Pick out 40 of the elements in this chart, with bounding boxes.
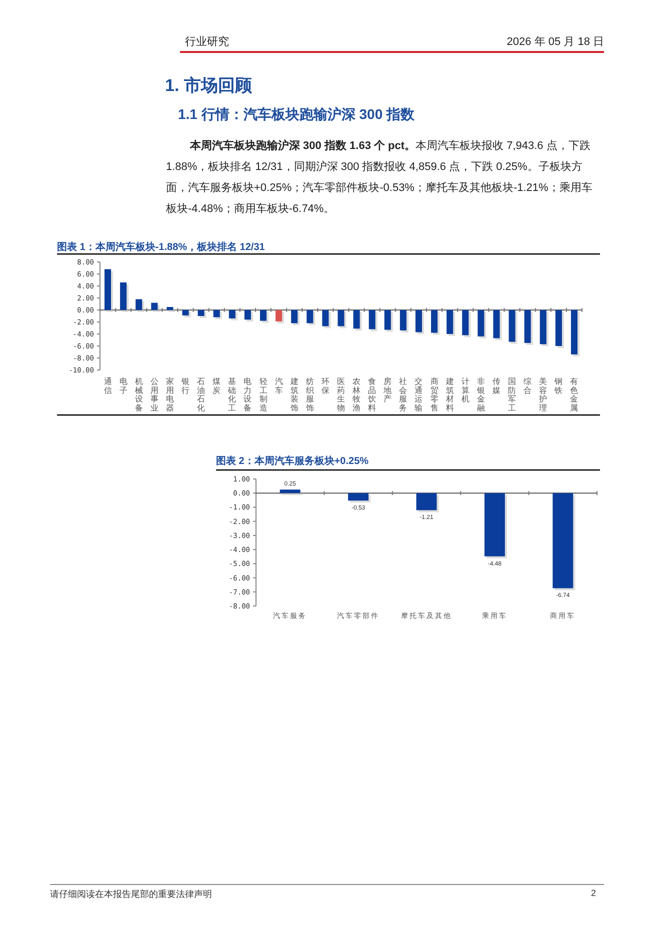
x-tick-label: 电力设备	[244, 377, 252, 412]
x-tick-label: 医药生物	[337, 377, 345, 412]
x-tick-label: 建筑装饰	[290, 377, 298, 412]
x-tick-label: 国防军工	[508, 377, 516, 412]
heading: 1. 市场回顾	[165, 75, 252, 97]
x-tick-label: 房地产	[384, 377, 392, 404]
x-tick-label: 社会服务	[399, 377, 408, 412]
x-tick-label: 非银金融	[476, 377, 485, 412]
x-tick-label: 石油石化	[197, 377, 206, 412]
page-number: 2	[590, 888, 596, 898]
paragraph: 本周汽车板块跑输沪深 300 指数 1.63 个 pct。本周汽车板块报收 7,943.6 点，下跌 1.88%，板块排名 12/31，同期沪深 300 指数报收 4,859.6 点，下跌 0.25%。子板块方面，汽车服务板块+0.25%；汽车零部件板块-0.53%；摩托车及其他板块-1.21%；乘用车板块-4.48%；商用车板块-6.74%。	[165, 138, 594, 217]
x-tick-label: 钢铁	[554, 377, 563, 395]
x-tick-label: 基础化工	[228, 377, 236, 412]
x-tick-label: 商贸零售	[430, 377, 438, 412]
chart-title: 图表 1：本周汽车板块-1.88%，板块排名 12/31	[57, 241, 266, 253]
x-tick-label: 传媒	[492, 377, 500, 395]
footer: 请仔细阅读在本报告尾部的重要法律声明	[50, 888, 212, 901]
x-tick-label: 计算机	[461, 377, 470, 404]
x-tick-label: 汽车	[274, 377, 283, 395]
subheading: 1.1 行情：汽车板块跑输沪深 300 指数	[178, 106, 414, 124]
x-tick-label: 电子	[119, 377, 128, 395]
x-tick-label: 通信	[104, 377, 112, 395]
x-tick-label: 银行	[182, 377, 190, 395]
x-tick-label: 有色金属	[570, 377, 578, 412]
x-tick-label: 建筑材料	[446, 377, 454, 412]
header: 行业研究	[185, 34, 229, 49]
x-tick-label: 公用事业	[150, 377, 158, 412]
x-tick-label: 环保	[321, 377, 330, 395]
chart-title: 图表 2：本周汽车服务板块+0.25%	[216, 455, 369, 467]
x-tick-label: 综合	[524, 377, 532, 395]
x-tick-label: 轻工制造	[259, 377, 268, 412]
x-tick-label: 食品饮料	[368, 377, 376, 412]
x-tick-label: 农林牧渔	[352, 377, 361, 412]
x-tick-label: 美容护理	[539, 377, 548, 412]
x-tick-label: 家用电器	[166, 377, 174, 412]
x-tick-label: 纺织服饰	[306, 377, 314, 412]
x-tick-label: 交通运输	[414, 377, 423, 412]
date: 2026 年 05 月 18 日	[506, 35, 604, 49]
x-tick-label: 煤炭	[212, 377, 221, 395]
x-tick-label: 机械设备	[134, 377, 143, 412]
